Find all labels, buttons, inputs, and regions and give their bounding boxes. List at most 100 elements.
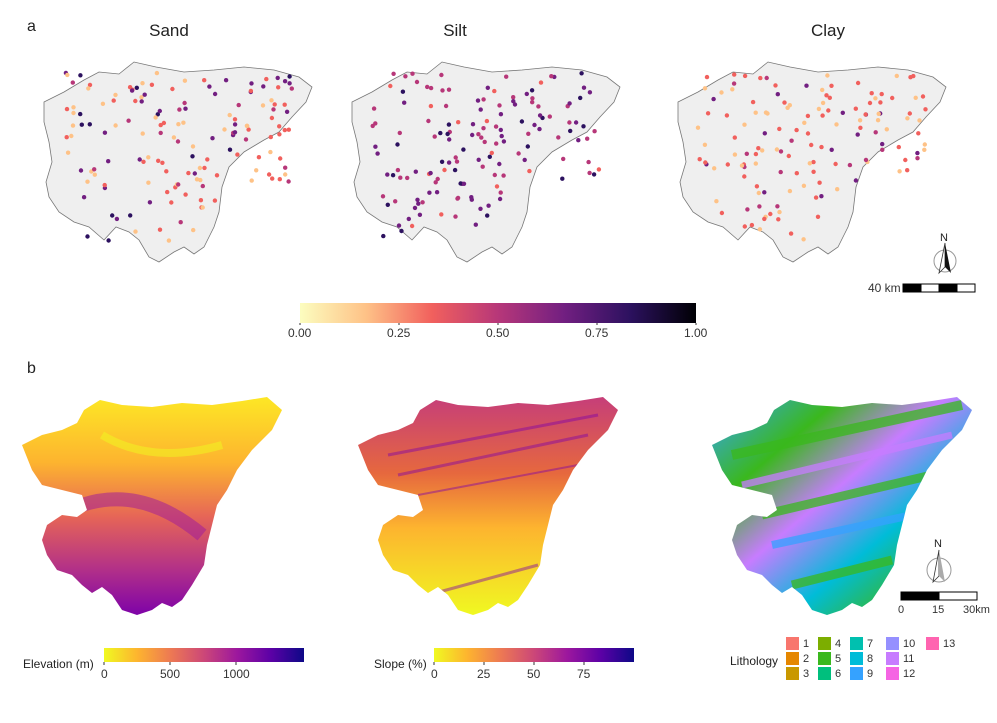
sample-point [863, 112, 868, 117]
sample-point [399, 228, 404, 234]
lith-swatch-9 [850, 667, 863, 680]
sample-point [200, 183, 205, 189]
sample-point [470, 132, 475, 138]
sample-point [762, 131, 767, 136]
lith-label-9: 9 [867, 667, 874, 680]
sample-point [287, 74, 292, 79]
sample-point [269, 115, 275, 121]
sample-point [498, 127, 503, 133]
sample-point [453, 214, 458, 219]
lithology-legend-item: 2 [786, 652, 809, 665]
sample-point [207, 84, 212, 89]
sample-point [916, 131, 921, 136]
sample-point [409, 223, 415, 229]
sample-point [235, 152, 240, 157]
sample-point [719, 210, 725, 216]
sample-point [768, 211, 773, 217]
sample-point [913, 95, 918, 100]
scalebar-b-tick-30: 30km [963, 604, 990, 616]
sample-point [880, 141, 885, 147]
sample-point [705, 111, 711, 116]
lith-swatch-1 [786, 637, 799, 650]
sample-point [538, 80, 544, 85]
sample-point [129, 88, 135, 93]
sample-point [794, 127, 799, 133]
sample-point [773, 83, 778, 88]
sample-point [268, 149, 273, 155]
sample-point [232, 122, 238, 127]
sample-point [65, 150, 71, 155]
sample-point [461, 147, 466, 152]
sample-point [453, 155, 458, 160]
lithology-map [712, 397, 972, 615]
sample-point [414, 79, 420, 85]
sample-point [492, 172, 497, 178]
panel-a-maps [43, 61, 947, 263]
sample-point [442, 167, 447, 173]
sample-point [760, 148, 765, 153]
sample-point [484, 118, 490, 124]
sample-point [858, 125, 863, 130]
sample-point [169, 200, 174, 205]
sample-point [170, 86, 175, 92]
sample-point [177, 107, 182, 112]
sample-point [270, 176, 275, 181]
sample-point [92, 172, 97, 177]
sample-point [537, 126, 542, 132]
sample-point [197, 165, 203, 171]
sample-point [469, 197, 474, 202]
sample-point [753, 161, 758, 166]
sample-point [455, 195, 461, 201]
sample-point [244, 123, 250, 128]
sample-point [739, 163, 745, 168]
sample-point [498, 190, 503, 195]
lith-swatch-11 [886, 652, 899, 665]
sample-point [212, 91, 218, 97]
sample-point [777, 126, 782, 132]
sample-point [732, 72, 737, 77]
sample-point [764, 75, 769, 81]
sample-point [774, 147, 780, 152]
panel-b-maps [22, 397, 972, 615]
sample-point [183, 106, 188, 111]
sample-point [586, 159, 591, 165]
elevation-tick-500: 500 [160, 667, 181, 681]
sample-point [879, 91, 884, 97]
sample-point [876, 111, 881, 116]
elevation-legend-title: Elevation (m) [23, 657, 94, 671]
sample-point [158, 130, 163, 136]
sample-point [427, 190, 432, 195]
sample-point [439, 72, 444, 78]
sample-point [719, 90, 724, 95]
sample-point [869, 91, 874, 96]
sample-point [406, 216, 411, 222]
sample-point [585, 136, 590, 141]
sample-point [69, 133, 74, 139]
lith-label-12: 12 [903, 667, 916, 680]
sample-point [511, 99, 516, 104]
sample-point [286, 179, 291, 184]
sample-point [762, 216, 767, 222]
sample-point [819, 144, 824, 150]
sample-point [202, 165, 207, 171]
sample-point [373, 144, 378, 149]
sample-point [567, 120, 572, 125]
scalebar-a [902, 283, 976, 293]
sample-point [87, 122, 92, 127]
map-title-sand: Sand [149, 21, 189, 40]
colorbar-a-tick-3: 0.75 [585, 326, 609, 340]
sample-point [512, 102, 518, 107]
sample-point [127, 85, 133, 90]
sample-point [416, 201, 421, 206]
sample-point [276, 85, 281, 90]
lithology-legend-item: 7 [850, 637, 873, 650]
sample-point [702, 86, 708, 91]
lithology-legend-item: 9 [850, 667, 873, 680]
slope-map [358, 397, 618, 615]
sample-point [592, 129, 597, 134]
sample-point [478, 107, 483, 112]
sample-point [787, 103, 792, 108]
sample-point [778, 169, 783, 175]
sample-point [128, 213, 133, 218]
sample-point [264, 76, 269, 82]
